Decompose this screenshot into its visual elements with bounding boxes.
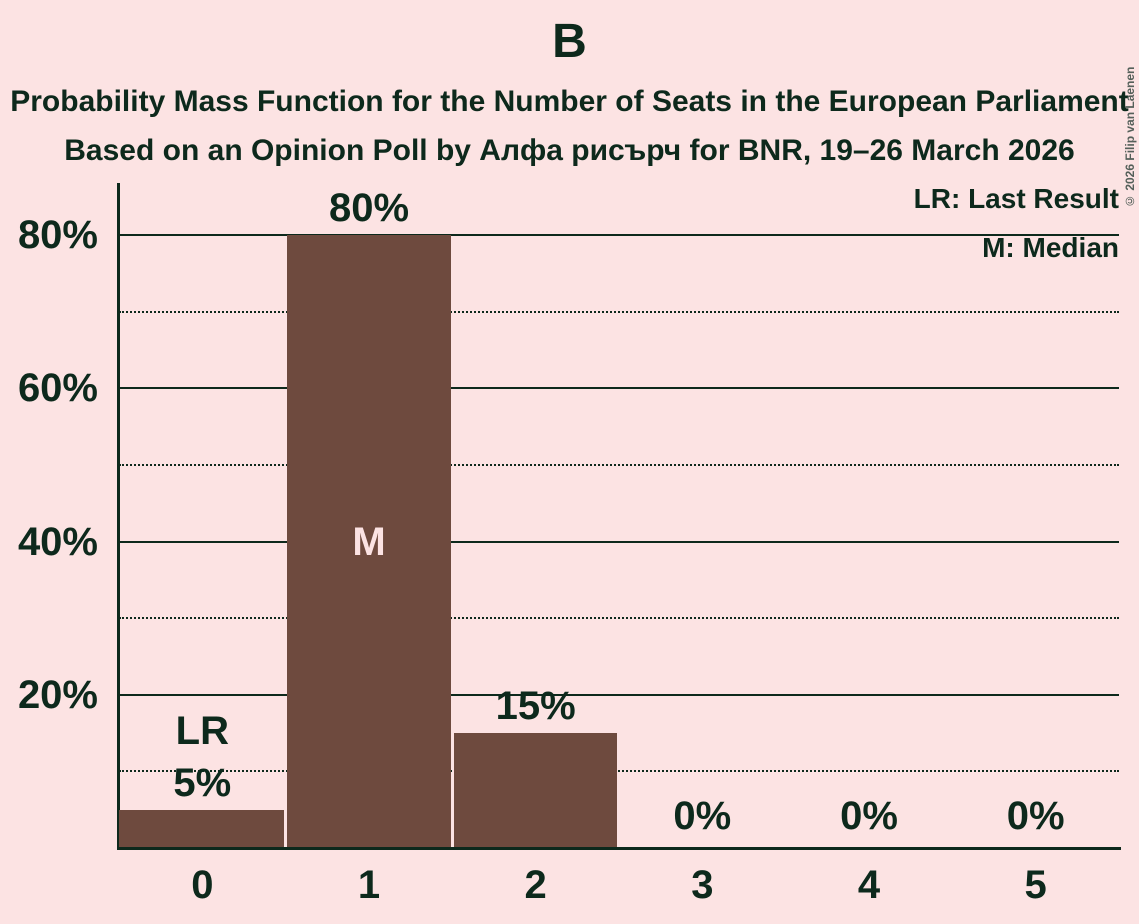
y-axis [117, 183, 120, 850]
legend-median: M: Median [982, 232, 1119, 263]
y-tick-label: 40% [17, 519, 98, 564]
gridline-solid [119, 387, 1119, 390]
gridline-dotted [119, 463, 1119, 466]
bar-seats-1 [287, 235, 451, 847]
bar-value-label: 15% [495, 684, 576, 729]
chart-title: B [552, 15, 587, 68]
x-tick-label: 0 [191, 863, 214, 907]
x-tick-label: 3 [691, 863, 714, 907]
last-result-marker: LR [175, 708, 229, 753]
bar-value-label: 0% [1006, 794, 1065, 838]
y-tick-label: 80% [17, 213, 98, 257]
bar-seats-2 [453, 733, 618, 847]
gridline-dotted [119, 617, 1119, 620]
gridline-dotted [119, 770, 1119, 773]
gridline-dotted [119, 310, 1119, 313]
x-axis [117, 847, 1121, 850]
x-tick-label: 4 [857, 863, 881, 907]
x-tick-label: 2 [524, 863, 547, 907]
y-tick-label: 20% [17, 672, 98, 717]
x-tick-label: 5 [1024, 863, 1047, 907]
median-marker: M [352, 519, 386, 564]
bar-value-label: 0% [840, 794, 898, 838]
chart-subtitle: Probability Mass Function for the Number… [10, 85, 1129, 118]
legend-last-result: LR: Last Result [913, 183, 1119, 214]
gridline-solid [119, 234, 1119, 236]
bar-seats-0 [119, 809, 285, 847]
chart-source-line: Based on an Opinion Poll by Алфа рисърч … [64, 134, 1075, 167]
bar-value-label: 5% [173, 760, 232, 805]
x-tick-label: 1 [357, 863, 381, 907]
gridline-solid [119, 693, 1119, 696]
bar-value-label: 80% [328, 186, 410, 230]
bar-value-label: 0% [673, 794, 732, 838]
gridline-solid [119, 540, 1119, 543]
y-tick-label: 60% [17, 366, 98, 411]
